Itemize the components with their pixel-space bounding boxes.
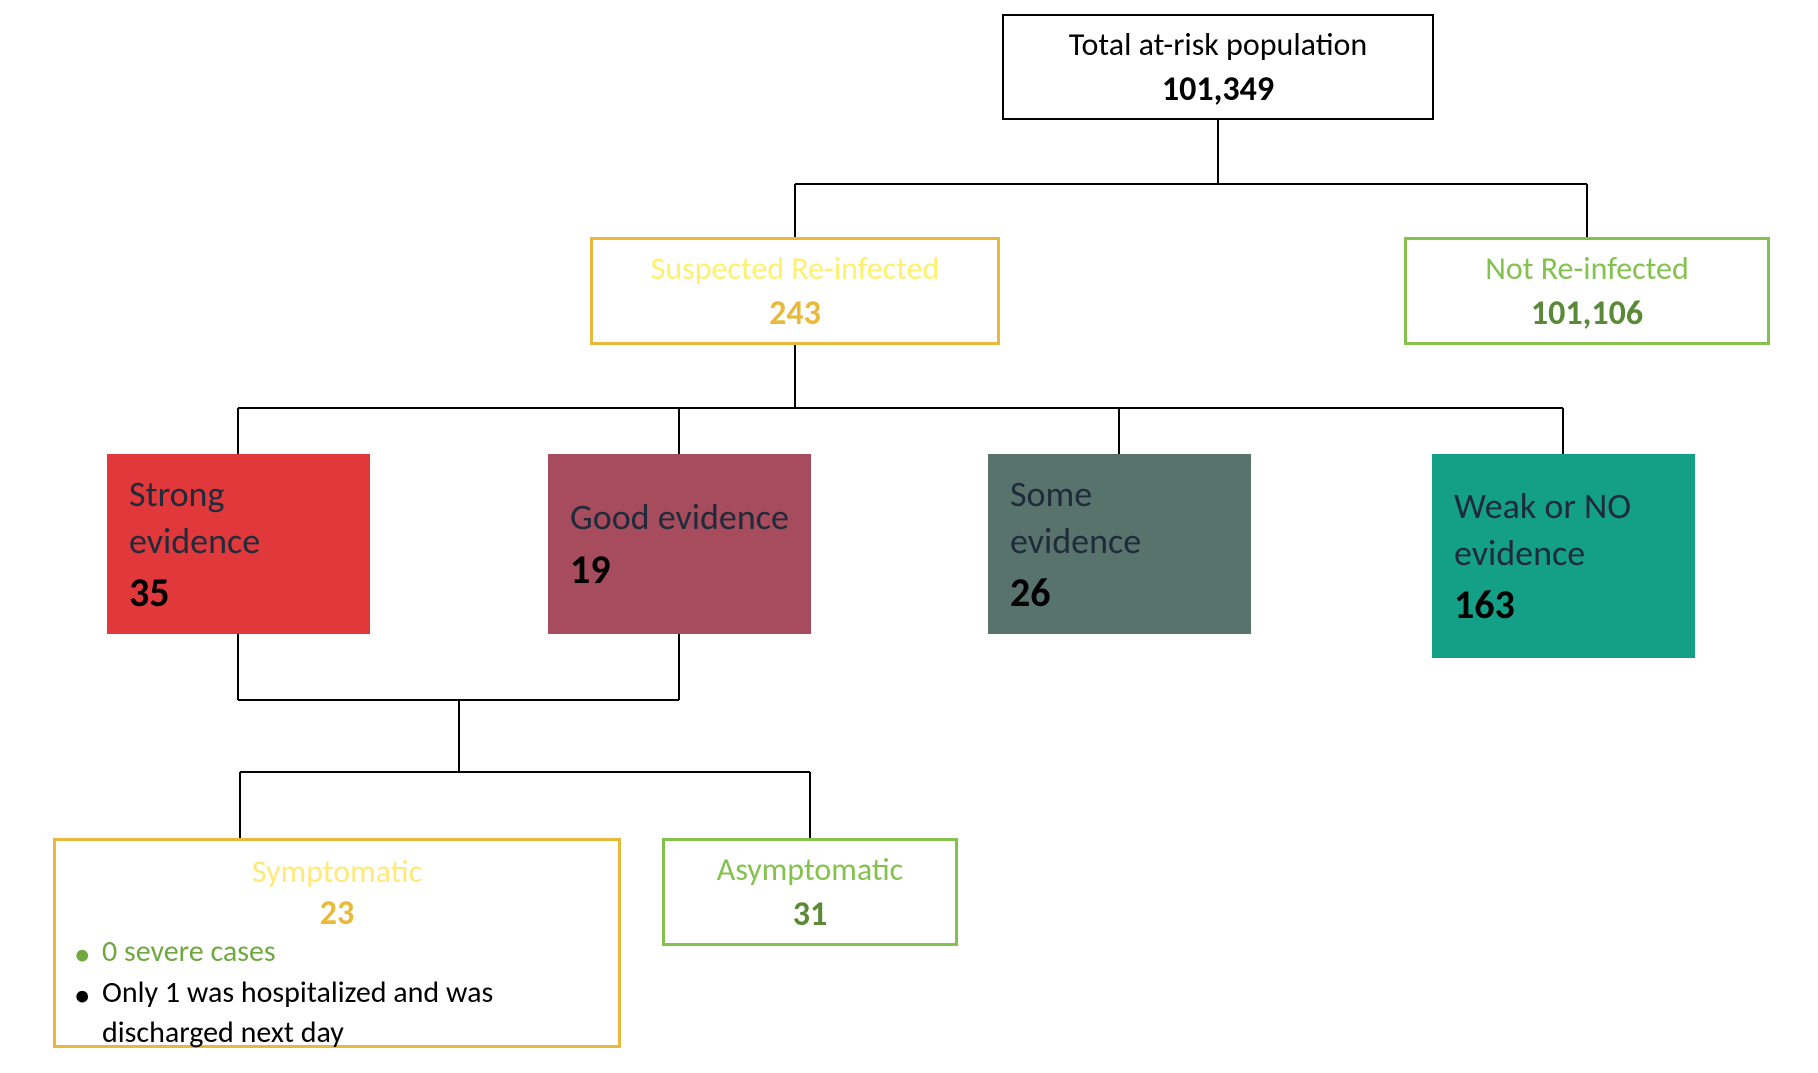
node-asymptomatic: Asymptomatic 31	[662, 838, 958, 946]
node-value: 101,106	[1531, 293, 1643, 334]
node-label: Strong evidence	[129, 471, 348, 565]
bullet-severe-cases: 0 severe cases	[70, 932, 610, 973]
node-label: Some evidence	[1010, 471, 1229, 565]
node-value: 163	[1454, 580, 1515, 629]
bullet-hospitalized: Only 1 was hospitalized and was discharg…	[70, 973, 610, 1054]
node-label: Total at-risk population	[1069, 24, 1367, 66]
node-label: Not Re-infected	[1485, 248, 1689, 290]
node-weak-no-evidence: Weak or NO evidence 163	[1432, 454, 1695, 658]
node-strong-evidence: Strong evidence 35	[107, 454, 370, 634]
node-some-evidence: Some evidence 26	[988, 454, 1251, 634]
node-label: Good evidence	[570, 494, 789, 541]
node-not-reinfected: Not Re-infected 101,106	[1404, 237, 1770, 345]
node-value: 26	[1010, 568, 1051, 617]
node-label: Weak or NO evidence	[1454, 483, 1673, 577]
node-root-total-population: Total at-risk population 101,349	[1002, 14, 1434, 120]
symptomatic-header: Symptomatic 23	[56, 851, 618, 934]
node-good-evidence: Good evidence 19	[548, 454, 811, 634]
node-value: 35	[129, 568, 170, 617]
node-suspected-reinfected: Suspected Re-infected 243	[590, 237, 1000, 345]
node-value: 19	[570, 545, 611, 594]
node-value: 23	[320, 893, 354, 934]
node-value: 101,349	[1162, 69, 1274, 110]
node-label: Asymptomatic	[717, 849, 903, 891]
symptomatic-bullets: 0 severe cases Only 1 was hospitalized a…	[70, 932, 610, 1054]
node-label: Symptomatic	[252, 852, 422, 891]
node-value: 243	[769, 293, 821, 334]
node-label: Suspected Re-infected	[651, 248, 940, 290]
node-value: 31	[793, 894, 827, 935]
